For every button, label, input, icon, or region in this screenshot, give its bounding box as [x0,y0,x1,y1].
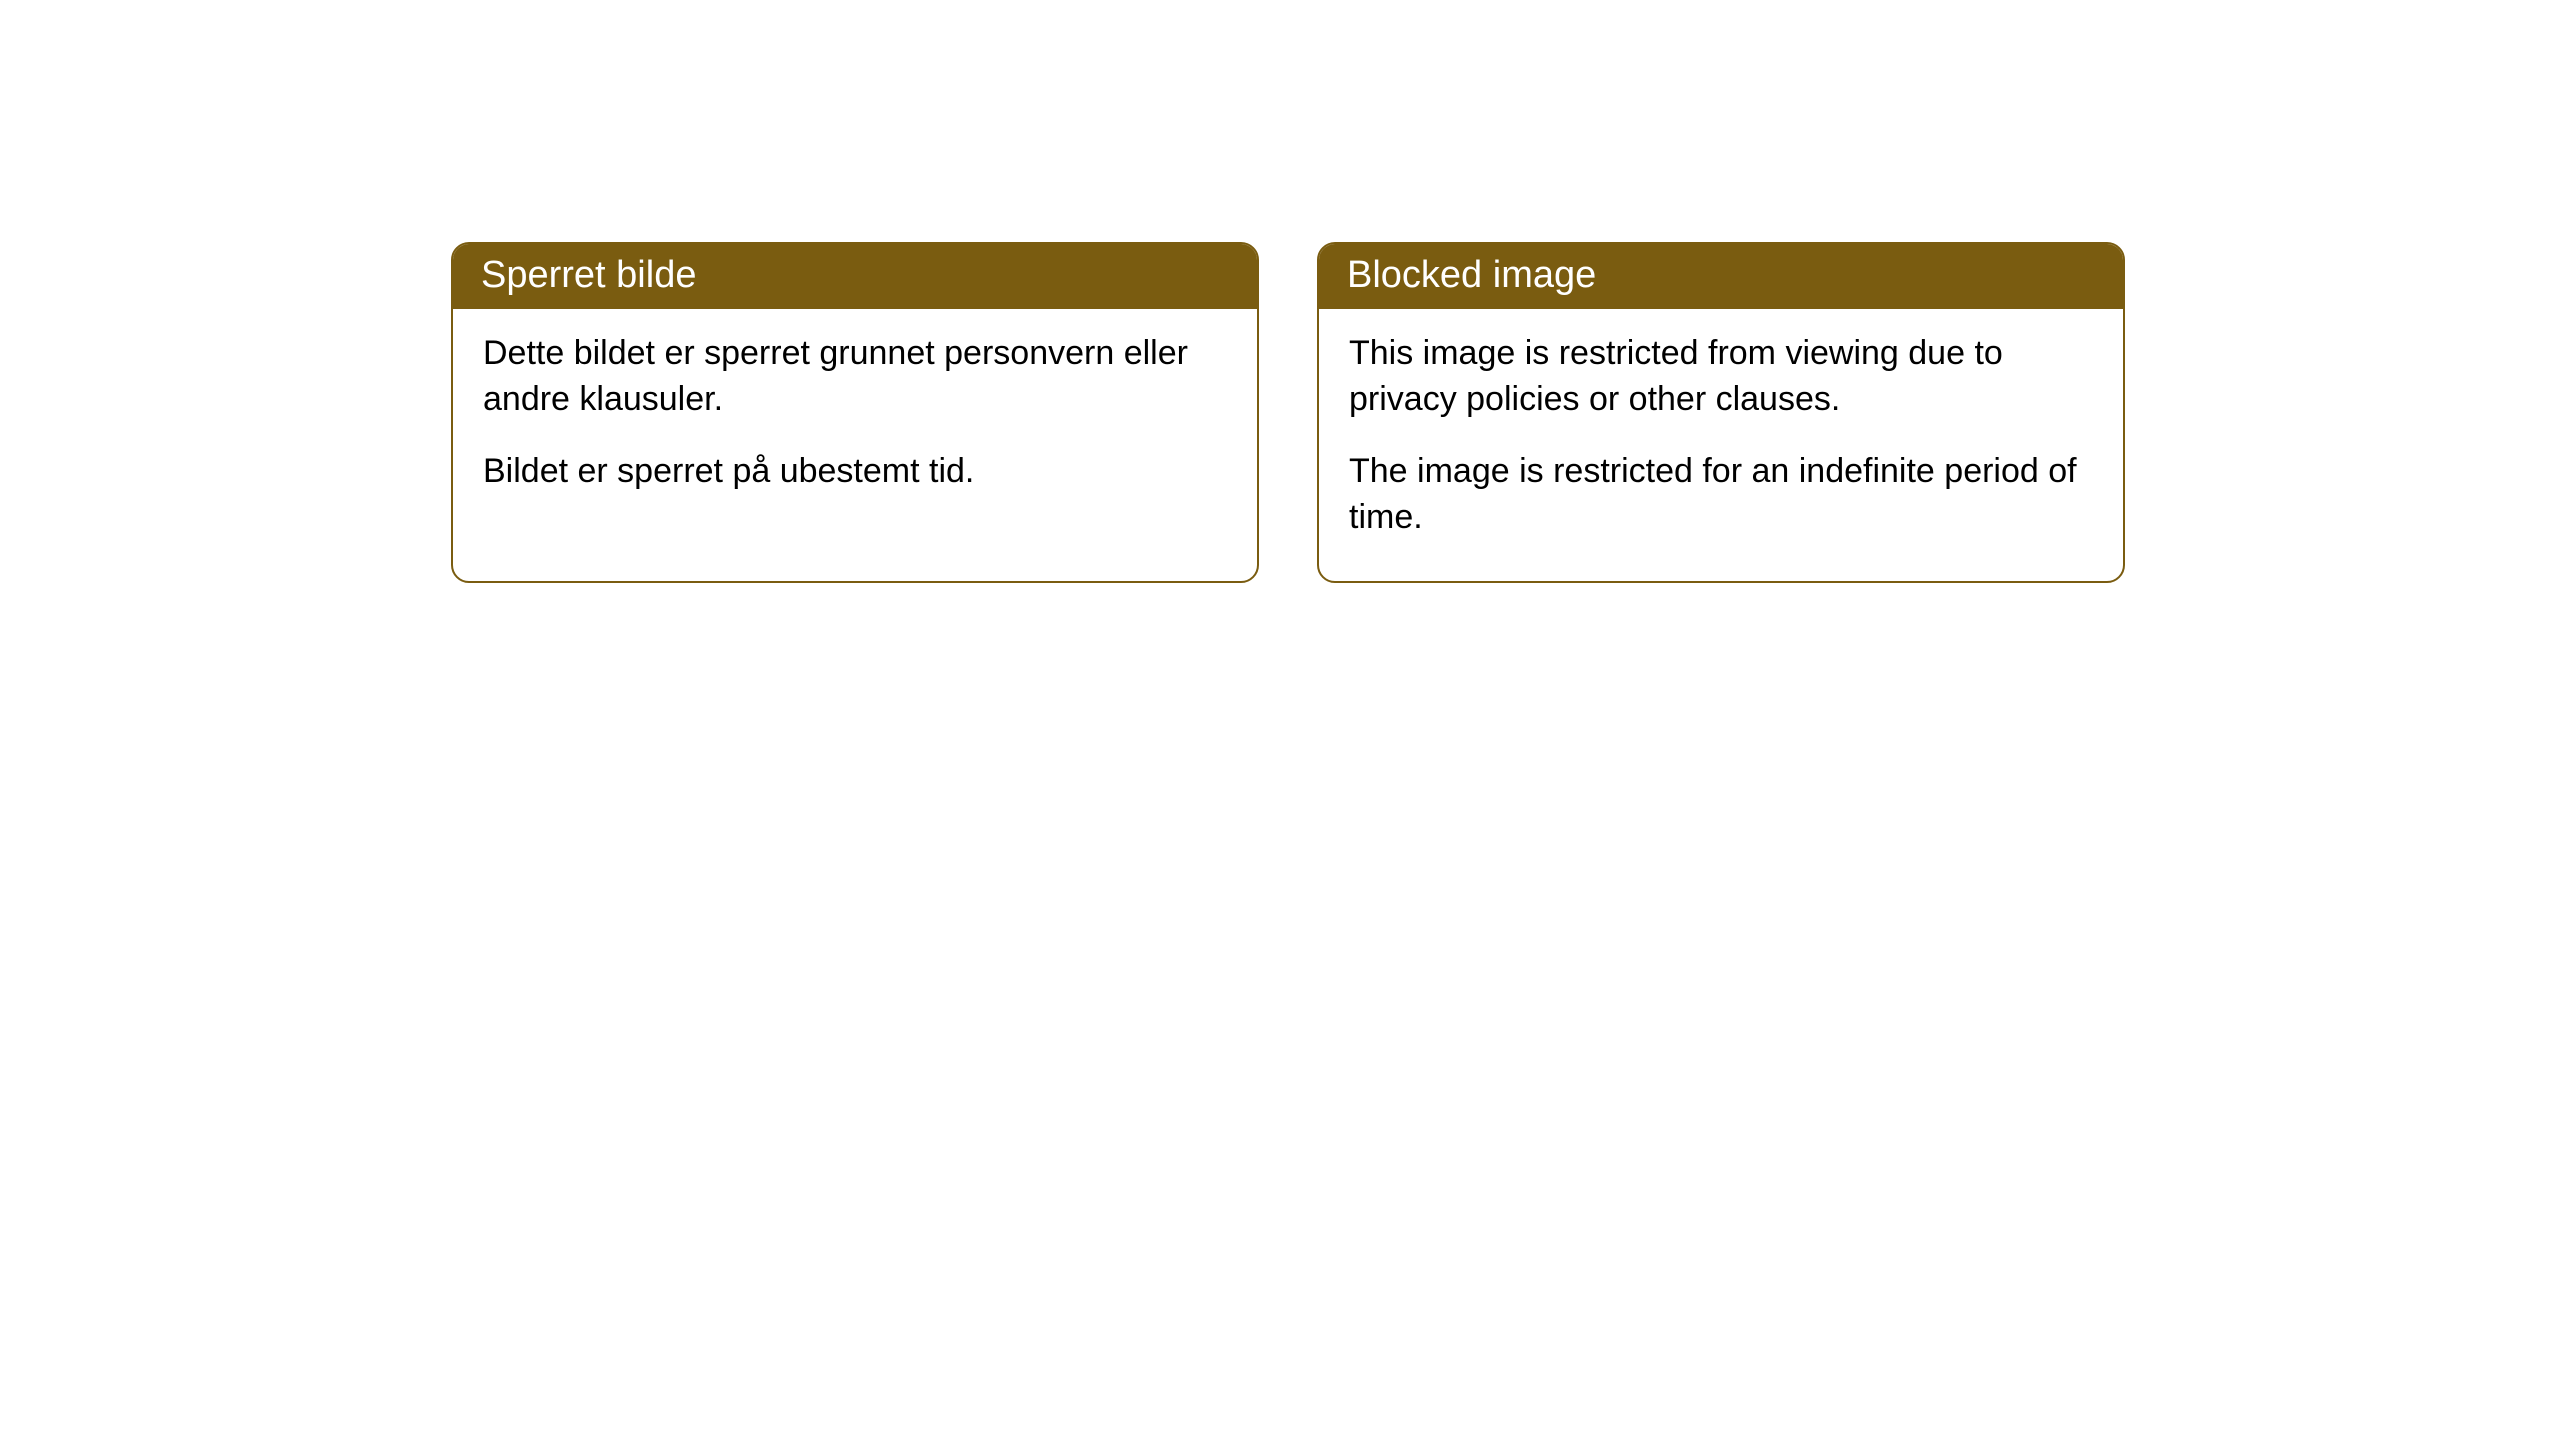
card-paragraph-1-english: This image is restricted from viewing du… [1349,331,2093,423]
cards-container: Sperret bilde Dette bildet er sperret gr… [451,242,2125,583]
card-header-norwegian: Sperret bilde [453,244,1257,309]
card-body-norwegian: Dette bildet er sperret grunnet personve… [453,309,1257,535]
card-header-english: Blocked image [1319,244,2123,309]
card-title-english: Blocked image [1347,254,1596,296]
card-paragraph-2-norwegian: Bildet er sperret på ubestemt tid. [483,449,1227,495]
card-title-norwegian: Sperret bilde [481,254,696,296]
blocked-image-card-english: Blocked image This image is restricted f… [1317,242,2125,583]
card-body-english: This image is restricted from viewing du… [1319,309,2123,581]
card-paragraph-1-norwegian: Dette bildet er sperret grunnet personve… [483,331,1227,423]
card-paragraph-2-english: The image is restricted for an indefinit… [1349,449,2093,541]
blocked-image-card-norwegian: Sperret bilde Dette bildet er sperret gr… [451,242,1259,583]
